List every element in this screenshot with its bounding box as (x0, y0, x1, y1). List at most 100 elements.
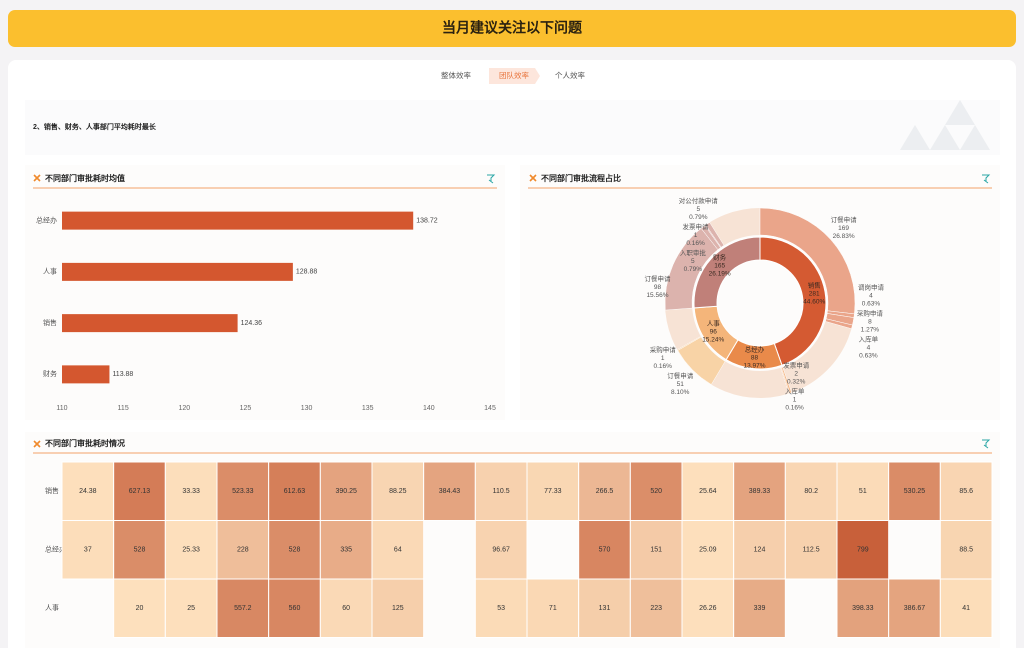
heat-cell (526, 461, 580, 521)
heat-cell (216, 578, 270, 638)
cell-label: 570 (599, 547, 611, 554)
heat-cell (474, 578, 528, 638)
heat-cell (319, 520, 373, 580)
slice-label: 0.16% (653, 363, 672, 370)
slice-label: 销售 (808, 280, 821, 289)
cell-label: 71 (549, 605, 557, 612)
cell-label: 60 (342, 605, 350, 612)
cell-label: 335 (340, 547, 352, 554)
heat-cell (113, 578, 166, 638)
slice-label: 1 (661, 355, 665, 362)
cell-label: 80.2 (804, 488, 818, 495)
slice-label: 165 (714, 262, 725, 269)
cell-label: 24.38 (79, 488, 97, 495)
outer-slice (825, 318, 853, 330)
value-label: 113.88 (112, 371, 133, 378)
heat-cell (268, 461, 321, 521)
cell-label: 151 (650, 547, 662, 554)
cell-label: 53 (497, 605, 505, 612)
cell-label: 85.6 (959, 488, 973, 495)
panel-title: 不同部门审批流程占比 (541, 173, 621, 183)
y-tick-label: 销售 (43, 318, 57, 327)
slice-label: 5 (696, 206, 700, 213)
slice-label: 发票申请 (683, 222, 710, 231)
filter-icon[interactable] (487, 174, 496, 184)
cell-label: 523.33 (232, 488, 254, 495)
x-tick-label: 130 (301, 405, 313, 412)
heat-cell (681, 461, 735, 521)
bar (62, 365, 110, 384)
slice-label: 0.79% (684, 266, 703, 273)
slice-label: 169 (838, 225, 849, 232)
slice-label: 入职审批 (680, 248, 707, 257)
filter-icon[interactable] (982, 439, 991, 449)
slice-label: 0.79% (689, 214, 708, 221)
slice-label: 4 (869, 293, 873, 300)
panel-icon (33, 174, 41, 182)
slice-label: 0.16% (785, 405, 804, 412)
cell-label: 530.25 (904, 488, 926, 495)
tab[interactable]: 个人效率 (555, 70, 585, 80)
heat-cell (784, 461, 838, 521)
y-tick-label: 人事 (43, 267, 57, 276)
tab[interactable]: 团队效率 (499, 70, 529, 80)
slice-label: 财务 (713, 252, 727, 261)
slice-label: 入库单 (859, 335, 879, 344)
slice-label: 8 (868, 319, 872, 326)
cell-label: 26.26 (699, 605, 717, 612)
heat-cell (939, 461, 993, 521)
cell-label: 223 (650, 605, 662, 612)
value-label: 128.88 (296, 269, 318, 276)
cell-label: 33.33 (182, 488, 200, 495)
heat-cell (164, 578, 218, 638)
decoration (900, 100, 990, 150)
heat-cell (733, 520, 786, 580)
heat-cell (629, 578, 683, 638)
heat-cell (216, 520, 270, 580)
cell-label: 64 (394, 547, 402, 554)
cell-label: 51 (859, 488, 867, 495)
outer-slice (705, 222, 725, 248)
slice-label: 96 (710, 329, 718, 336)
heat-cell (681, 578, 735, 638)
cell-label: 20 (136, 605, 144, 612)
slice-label: 26.83% (833, 233, 855, 240)
x-tick-label: 110 (56, 405, 67, 412)
value-label: 138.72 (416, 217, 438, 224)
slice-label: 0.63% (859, 353, 878, 360)
slice-label: 对公付款申请 (679, 196, 719, 205)
row-label: 总经办 (45, 545, 66, 554)
panel-icon (529, 174, 537, 182)
bar (62, 314, 238, 333)
cell-label: 25.64 (699, 488, 717, 495)
heat-cell (681, 520, 735, 580)
cell-label: 124 (754, 547, 766, 554)
slice-label: 15.56% (646, 292, 668, 299)
y-tick-label: 财务 (43, 369, 57, 378)
x-tick-label: 115 (118, 405, 129, 412)
cell-label: 390.25 (335, 488, 357, 495)
heat-cell (423, 461, 476, 521)
heat-cell (733, 578, 786, 638)
bar (62, 262, 293, 281)
banner (8, 10, 1016, 47)
cell-label: 266.5 (596, 488, 614, 495)
panel-headers: 不同部门审批耗时均值 不同部门审批流程占比 不同部门审批耗时情况 (33, 173, 992, 454)
heat-cell (113, 520, 166, 580)
x-tick-label: 120 (178, 405, 190, 412)
tab-bar: 整体效率 团队效率 个人效率 (441, 68, 585, 84)
insight-box (25, 100, 1000, 155)
cell-label: 41 (962, 605, 970, 612)
panel-title: 不同部门审批耗时均值 (45, 173, 125, 183)
heat-cell (578, 461, 631, 521)
heat-cell (474, 520, 528, 580)
cell-label: 110.5 (493, 488, 510, 495)
insight-text: 2、销售、财务、人事部门平均耗时最长 (33, 122, 157, 131)
x-tick-label: 140 (423, 405, 435, 412)
slice-label: 4 (867, 345, 871, 352)
y-tick-label: 总经办 (36, 215, 57, 224)
tab[interactable]: 整体效率 (441, 70, 471, 80)
cell-label: 112.5 (803, 547, 820, 554)
heat-cell (61, 520, 115, 580)
filter-icon[interactable] (982, 174, 991, 184)
